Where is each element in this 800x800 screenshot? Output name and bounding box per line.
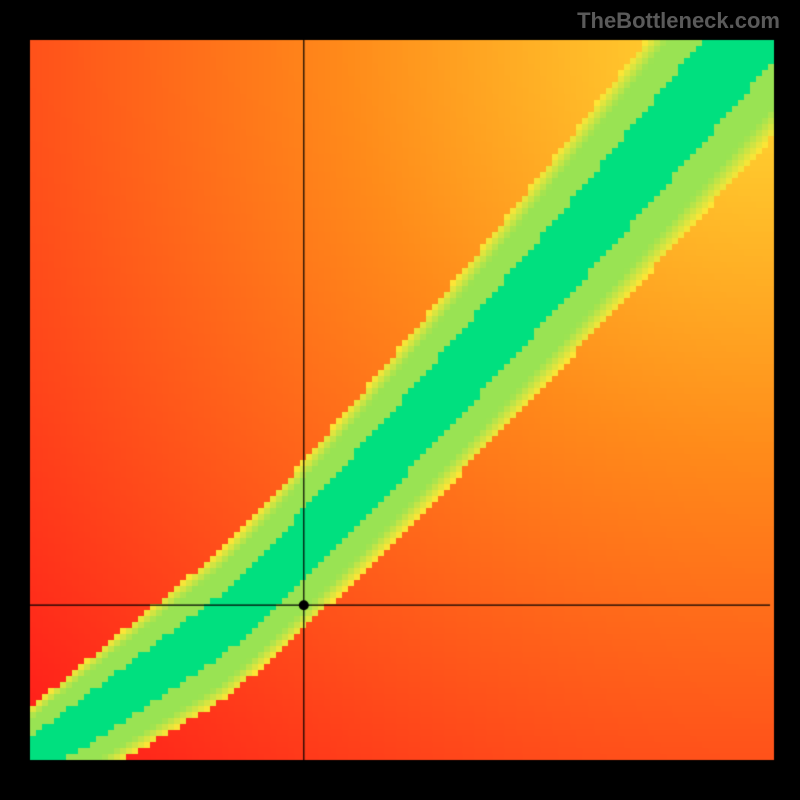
heatmap-canvas bbox=[0, 0, 800, 800]
watermark-text: TheBottleneck.com bbox=[577, 8, 780, 34]
chart-container: TheBottleneck.com bbox=[0, 0, 800, 800]
